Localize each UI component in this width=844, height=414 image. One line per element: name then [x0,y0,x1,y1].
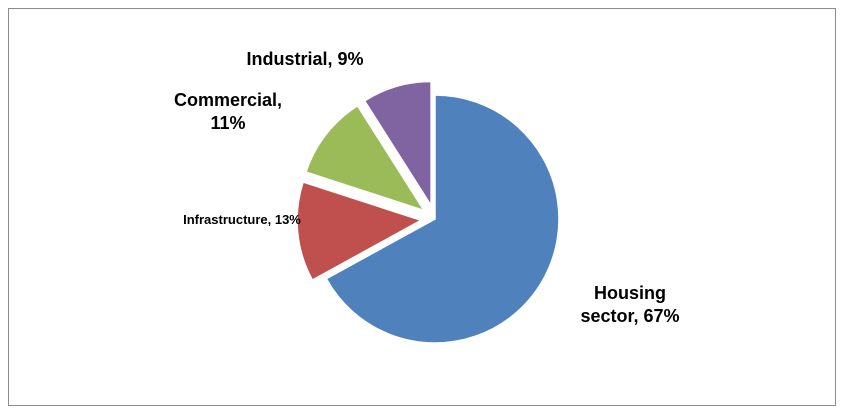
data-label: Industrial, 9% [246,49,364,69]
pie-slice [296,181,423,282]
data-label: Infrastructure, 13% [183,212,301,227]
data-label: Commercial, 11% [173,90,283,134]
pie-slice [363,80,432,209]
pie-slice [305,104,426,212]
pie-slice [325,94,560,344]
data-label: Housing sector, 67% [580,283,680,327]
